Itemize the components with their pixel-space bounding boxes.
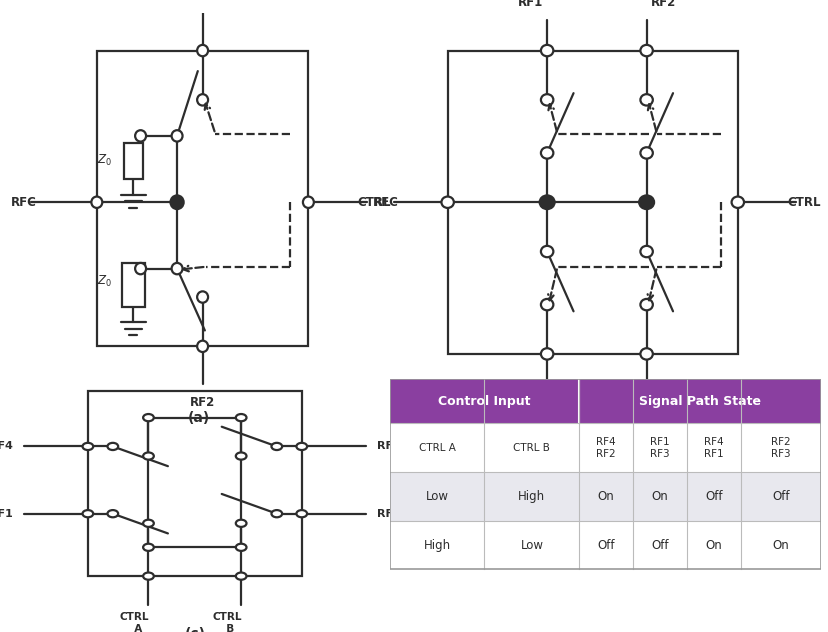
Circle shape — [135, 130, 146, 142]
Text: RF4: RF4 — [0, 441, 13, 451]
Circle shape — [731, 197, 744, 208]
Circle shape — [143, 453, 154, 459]
Text: On: On — [705, 538, 721, 552]
Circle shape — [540, 348, 552, 360]
Text: RFC: RFC — [372, 196, 398, 209]
Text: (a): (a) — [188, 411, 209, 425]
Text: Control Input: Control Input — [438, 395, 530, 408]
Text: RF3: RF3 — [376, 509, 400, 519]
Text: (c): (c) — [184, 627, 205, 632]
Bar — [97, 51, 308, 346]
Text: (b): (b) — [585, 411, 608, 425]
Circle shape — [197, 45, 208, 56]
Circle shape — [135, 263, 146, 274]
Circle shape — [108, 510, 118, 517]
Circle shape — [171, 263, 182, 274]
Circle shape — [143, 414, 154, 421]
Circle shape — [440, 197, 453, 208]
Text: RF1
RF3: RF1 RF3 — [649, 437, 669, 459]
Circle shape — [639, 147, 652, 159]
Text: $Z_0$: $Z_0$ — [97, 153, 112, 168]
Text: On: On — [597, 490, 614, 503]
Text: On: On — [651, 490, 667, 503]
Circle shape — [197, 341, 208, 352]
Circle shape — [539, 195, 554, 209]
Circle shape — [171, 130, 182, 142]
Bar — [389, 472, 820, 521]
Text: RF2: RF2 — [376, 441, 400, 451]
Bar — [447, 51, 737, 354]
Bar — [123, 143, 142, 179]
Text: High: High — [518, 490, 545, 503]
Circle shape — [296, 443, 306, 450]
Bar — [389, 521, 820, 569]
Bar — [389, 423, 820, 472]
Circle shape — [639, 246, 652, 257]
Circle shape — [143, 544, 154, 551]
Circle shape — [235, 453, 246, 459]
Circle shape — [197, 291, 208, 303]
Circle shape — [540, 299, 552, 310]
Circle shape — [143, 520, 154, 527]
Text: RF4
RF2: RF4 RF2 — [595, 437, 615, 459]
Text: RF2: RF2 — [650, 0, 675, 9]
Bar — [389, 379, 820, 569]
Text: RF4: RF4 — [518, 396, 542, 409]
Text: Off: Off — [771, 490, 788, 503]
Circle shape — [235, 544, 246, 551]
Text: RF3: RF3 — [650, 396, 675, 409]
Circle shape — [83, 443, 93, 450]
Circle shape — [540, 45, 552, 56]
Circle shape — [638, 195, 653, 209]
Circle shape — [108, 443, 118, 450]
Circle shape — [235, 520, 246, 527]
Circle shape — [271, 443, 282, 450]
Text: CTRL: CTRL — [357, 196, 390, 209]
Text: Low: Low — [425, 490, 448, 503]
Text: Off: Off — [705, 490, 722, 503]
Circle shape — [235, 573, 246, 580]
Text: Signal Path State: Signal Path State — [638, 395, 760, 408]
Text: Low: Low — [520, 538, 542, 552]
Text: On: On — [772, 538, 788, 552]
Circle shape — [540, 147, 552, 159]
Text: Off: Off — [651, 538, 668, 552]
Text: RF1: RF1 — [190, 0, 215, 1]
Circle shape — [235, 414, 246, 421]
Text: CTRL A: CTRL A — [418, 443, 455, 453]
Circle shape — [639, 45, 652, 56]
Text: RF4
RF1: RF4 RF1 — [703, 437, 723, 459]
Circle shape — [302, 197, 314, 208]
Text: RF2: RF2 — [190, 396, 215, 409]
Bar — [389, 379, 820, 423]
Circle shape — [540, 246, 552, 257]
Circle shape — [296, 510, 306, 517]
Text: RF1: RF1 — [0, 509, 13, 519]
Text: $Z_0$: $Z_0$ — [97, 274, 112, 289]
Text: RF2
RF3: RF2 RF3 — [770, 437, 790, 459]
Text: CTRL
  B: CTRL B — [212, 612, 241, 632]
Text: Off: Off — [597, 538, 614, 552]
Circle shape — [639, 94, 652, 106]
Text: CTRL: CTRL — [787, 196, 820, 209]
Circle shape — [171, 195, 184, 209]
Text: CTRL B: CTRL B — [513, 443, 550, 453]
Text: CTRL
  A: CTRL A — [119, 612, 149, 632]
Text: High: High — [423, 538, 450, 552]
Circle shape — [91, 197, 102, 208]
Circle shape — [639, 348, 652, 360]
Circle shape — [197, 94, 208, 106]
Circle shape — [143, 573, 154, 580]
Circle shape — [540, 94, 552, 106]
Circle shape — [83, 510, 93, 517]
Text: RF1: RF1 — [518, 0, 542, 9]
Circle shape — [271, 510, 282, 517]
Text: RFC: RFC — [11, 196, 36, 209]
Circle shape — [639, 299, 652, 310]
Bar — [88, 391, 301, 576]
Bar — [122, 263, 145, 307]
